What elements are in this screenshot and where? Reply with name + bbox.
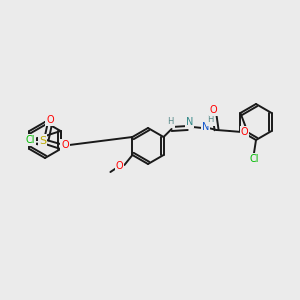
Text: O: O bbox=[241, 127, 248, 137]
Text: O: O bbox=[210, 105, 218, 115]
Text: Cl: Cl bbox=[249, 154, 259, 164]
Text: Cl: Cl bbox=[26, 135, 35, 145]
Text: H: H bbox=[167, 118, 174, 127]
Text: S: S bbox=[39, 136, 46, 146]
Text: O: O bbox=[61, 140, 69, 150]
Text: O: O bbox=[46, 115, 54, 125]
Text: H: H bbox=[207, 116, 214, 124]
Text: N: N bbox=[202, 122, 209, 132]
Text: N: N bbox=[186, 117, 193, 127]
Text: O: O bbox=[116, 161, 123, 171]
